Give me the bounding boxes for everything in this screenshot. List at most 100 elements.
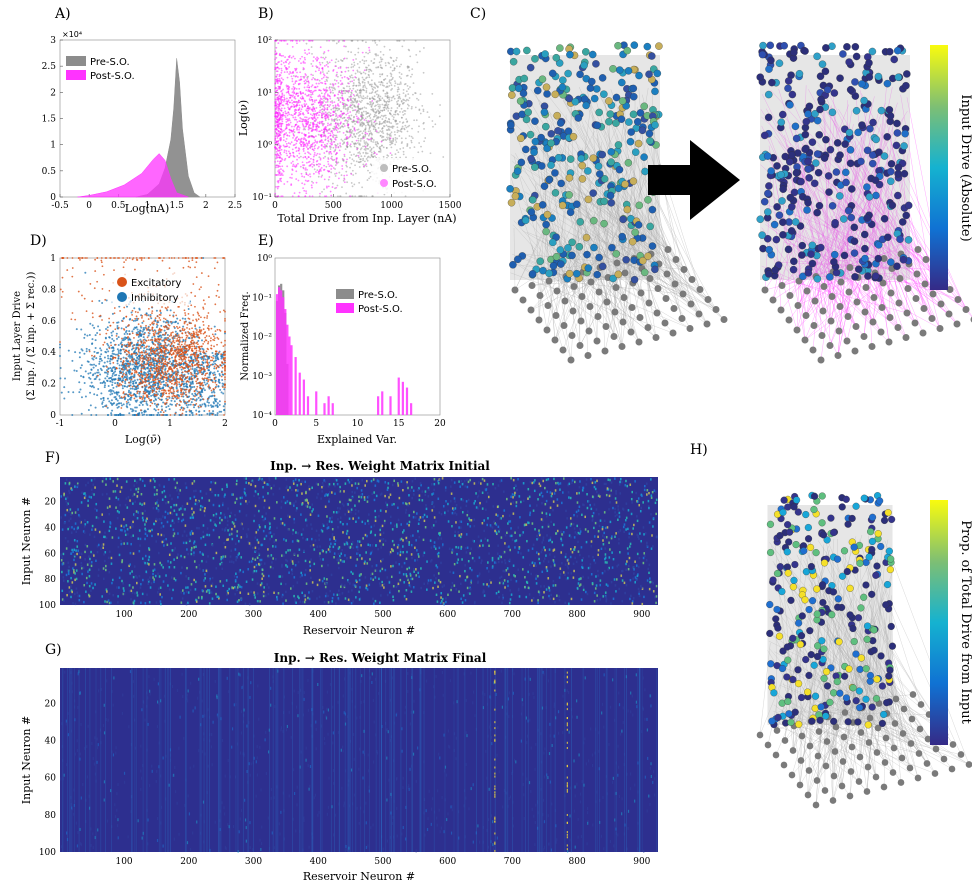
scatter-point-post	[313, 164, 315, 166]
scatter-point-pre	[331, 100, 333, 102]
scatter-point-pre	[366, 121, 368, 123]
scatter-point-pre	[334, 79, 336, 81]
scatter-point-inhibitory	[216, 414, 218, 416]
scatter-point-post	[346, 174, 348, 176]
scatter-point-inhibitory	[217, 385, 219, 387]
scatter-point-pre	[397, 114, 399, 116]
scatter-point-pre	[380, 57, 382, 59]
scatter-point-pre	[390, 122, 392, 124]
scatter-point-post	[279, 174, 281, 176]
scatter-point-excitatory	[122, 257, 124, 259]
scatter-point-post	[319, 193, 321, 195]
scatter-point-pre	[330, 109, 332, 111]
scatter-point-excitatory	[188, 257, 190, 259]
scatter-point-post	[310, 113, 312, 115]
scatter-point-pre	[400, 64, 402, 66]
scatter-point-pre	[357, 63, 359, 65]
scatter-point-pre	[361, 100, 363, 102]
scatter-point-post	[274, 113, 276, 115]
scatter-point-pre	[338, 82, 340, 84]
scatter-point-pre	[375, 108, 377, 110]
scatter-point-pre	[379, 98, 381, 100]
scatter-point-inhibitory	[211, 391, 213, 393]
scatter-point-post	[289, 94, 291, 96]
scatter-point-post	[318, 69, 320, 71]
scatter-point-pre	[371, 92, 373, 94]
scatter-point-post	[301, 78, 303, 80]
scatter-point-post	[320, 176, 322, 178]
scatter-point-post	[318, 102, 320, 104]
chart-b-legend: Pre-S.O. Post-S.O.	[372, 158, 448, 194]
scatter-point-inhibitory	[156, 310, 158, 312]
scatter-point-post	[323, 157, 325, 159]
scatter-point-inhibitory	[107, 414, 109, 416]
scatter-point-pre	[362, 107, 364, 109]
scatter-point-post	[306, 142, 308, 144]
scatter-point-post	[296, 93, 298, 95]
scatter-point-pre	[325, 56, 327, 58]
scatter-point-pre	[318, 134, 320, 136]
scatter-point-post	[321, 116, 323, 118]
scatter-point-post	[294, 82, 296, 84]
scatter-point-inhibitory	[126, 403, 128, 405]
scatter-point-pre	[331, 156, 333, 158]
scatter-point-post	[343, 132, 345, 134]
scatter-point-post	[279, 40, 281, 42]
scatter-point-pre	[369, 104, 371, 106]
scatter-point-post	[312, 65, 314, 67]
scatter-point-post	[315, 154, 317, 156]
scatter-point-post	[321, 148, 323, 150]
scatter-point-post	[278, 103, 280, 105]
scatter-point-pre	[347, 120, 349, 122]
scatter-point-inhibitory	[114, 392, 116, 394]
scatter-point-post	[314, 86, 316, 88]
scatter-point-post	[301, 175, 303, 177]
scatter-point-inhibitory	[101, 382, 103, 384]
chart-b-xlabel: Total Drive from Inp. Layer (nA)	[277, 212, 456, 225]
scatter-point-inhibitory	[184, 318, 186, 320]
scatter-point-post	[334, 95, 336, 97]
scatter-point-pre	[363, 63, 365, 65]
scatter-point-pre	[364, 107, 366, 109]
scatter-point-inhibitory	[79, 352, 81, 354]
scatter-point-post	[326, 108, 328, 110]
scatter-point-inhibitory	[124, 336, 126, 338]
scatter-point-post	[310, 117, 312, 119]
scatter-point-post	[292, 148, 294, 150]
scatter-point-post	[329, 135, 331, 137]
scatter-point-post	[304, 183, 306, 185]
scatter-point-post	[293, 104, 295, 106]
scatter-point-pre	[407, 85, 409, 87]
scatter-point-post	[353, 119, 355, 121]
scatter-point-inhibitory	[111, 393, 113, 395]
scatter-point-post	[282, 116, 284, 118]
scatter-point-pre	[405, 156, 407, 158]
scatter-point-post	[303, 142, 305, 144]
scatter-point-inhibitory	[131, 330, 133, 332]
scatter-point-pre	[380, 151, 382, 153]
scatter-point-pre	[351, 132, 353, 134]
scatter-point-pre	[389, 139, 391, 141]
scatter-point-excitatory	[182, 257, 184, 259]
scatter-point-pre	[415, 92, 417, 94]
scatter-point-post	[294, 58, 296, 60]
scatter-point-inhibitory	[201, 390, 203, 392]
scatter-point-pre	[355, 142, 357, 144]
scatter-point-post	[291, 173, 293, 175]
scatter-point-post	[350, 96, 352, 98]
scatter-point-post	[325, 126, 327, 128]
scatter-point-pre	[391, 143, 393, 145]
scatter-point-post	[316, 123, 318, 125]
chart-a-y-tick-label: 1	[50, 141, 56, 151]
scatter-point-pre	[374, 40, 376, 42]
scatter-point-post	[279, 119, 281, 121]
scatter-point-inhibitory	[92, 324, 94, 326]
scatter-point-pre	[391, 131, 393, 133]
scatter-point-pre	[369, 51, 371, 53]
scatter-point-post	[292, 195, 294, 197]
scatter-point-post	[329, 146, 331, 148]
scatter-point-post	[298, 88, 300, 90]
scatter-point-pre	[424, 137, 426, 139]
panel-label-b: B)	[258, 6, 274, 22]
scatter-point-post	[289, 152, 291, 154]
